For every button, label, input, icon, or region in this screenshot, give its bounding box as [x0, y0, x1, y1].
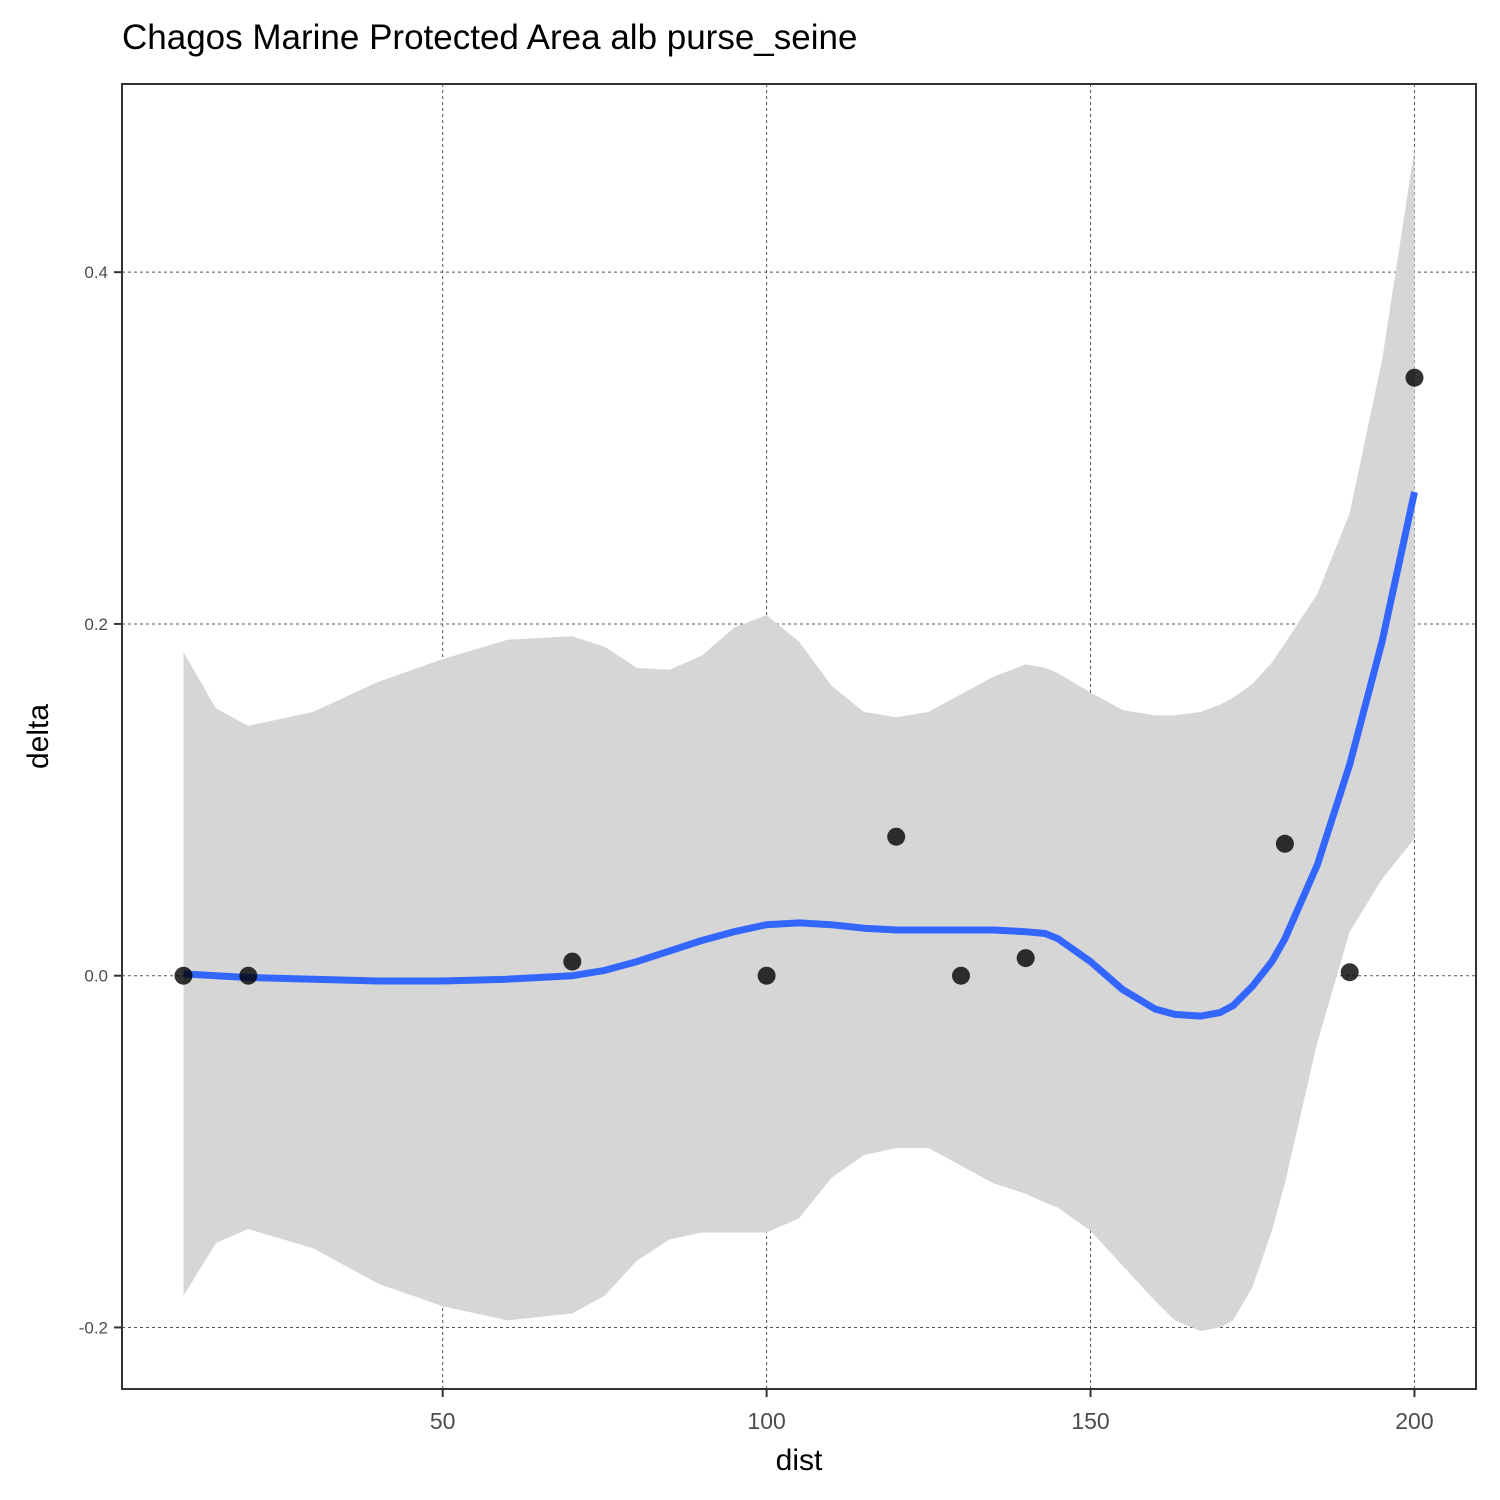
data-point-7 — [1016, 949, 1035, 968]
confidence-ribbon-group — [183, 149, 1415, 1332]
y-tick-label-0.4: 0.4 — [84, 263, 108, 282]
data-point-2 — [239, 966, 258, 985]
data-point-3 — [563, 952, 582, 971]
x-tick-label-200: 200 — [1395, 1408, 1433, 1434]
data-point-4 — [757, 966, 776, 985]
y-tick-label--0.2: -0.2 — [79, 1318, 108, 1337]
confidence-ribbon — [183, 149, 1415, 1332]
chart-title: Chagos Marine Protected Area alb purse_s… — [122, 18, 858, 57]
y-tick-label-0.2: 0.2 — [84, 615, 108, 634]
smooth-line — [183, 491, 1418, 1020]
x-axis-ticks: 50 100 150 200 — [430, 1389, 1434, 1434]
data-points-group — [174, 368, 1424, 985]
data-point-6 — [952, 966, 970, 985]
smooth-line-group — [183, 491, 1418, 1020]
y-axis-ticks: -0.2 0.0 0.2 0.4 — [79, 263, 122, 1337]
y-axis-title: delta — [22, 704, 55, 769]
data-point-1 — [174, 966, 193, 985]
x-tick-label-150: 150 — [1071, 1408, 1109, 1434]
x-axis-title: dist — [776, 1444, 823, 1477]
data-point-5 — [887, 827, 906, 846]
data-point-9 — [1340, 963, 1359, 982]
x-tick-label-100: 100 — [747, 1408, 785, 1434]
data-point-8 — [1275, 834, 1294, 853]
x-tick-label-50: 50 — [430, 1408, 456, 1434]
plot-panel-border — [121, 83, 1477, 1390]
y-tick-label-0.0: 0.0 — [84, 967, 108, 986]
data-point-10 — [1405, 368, 1424, 387]
